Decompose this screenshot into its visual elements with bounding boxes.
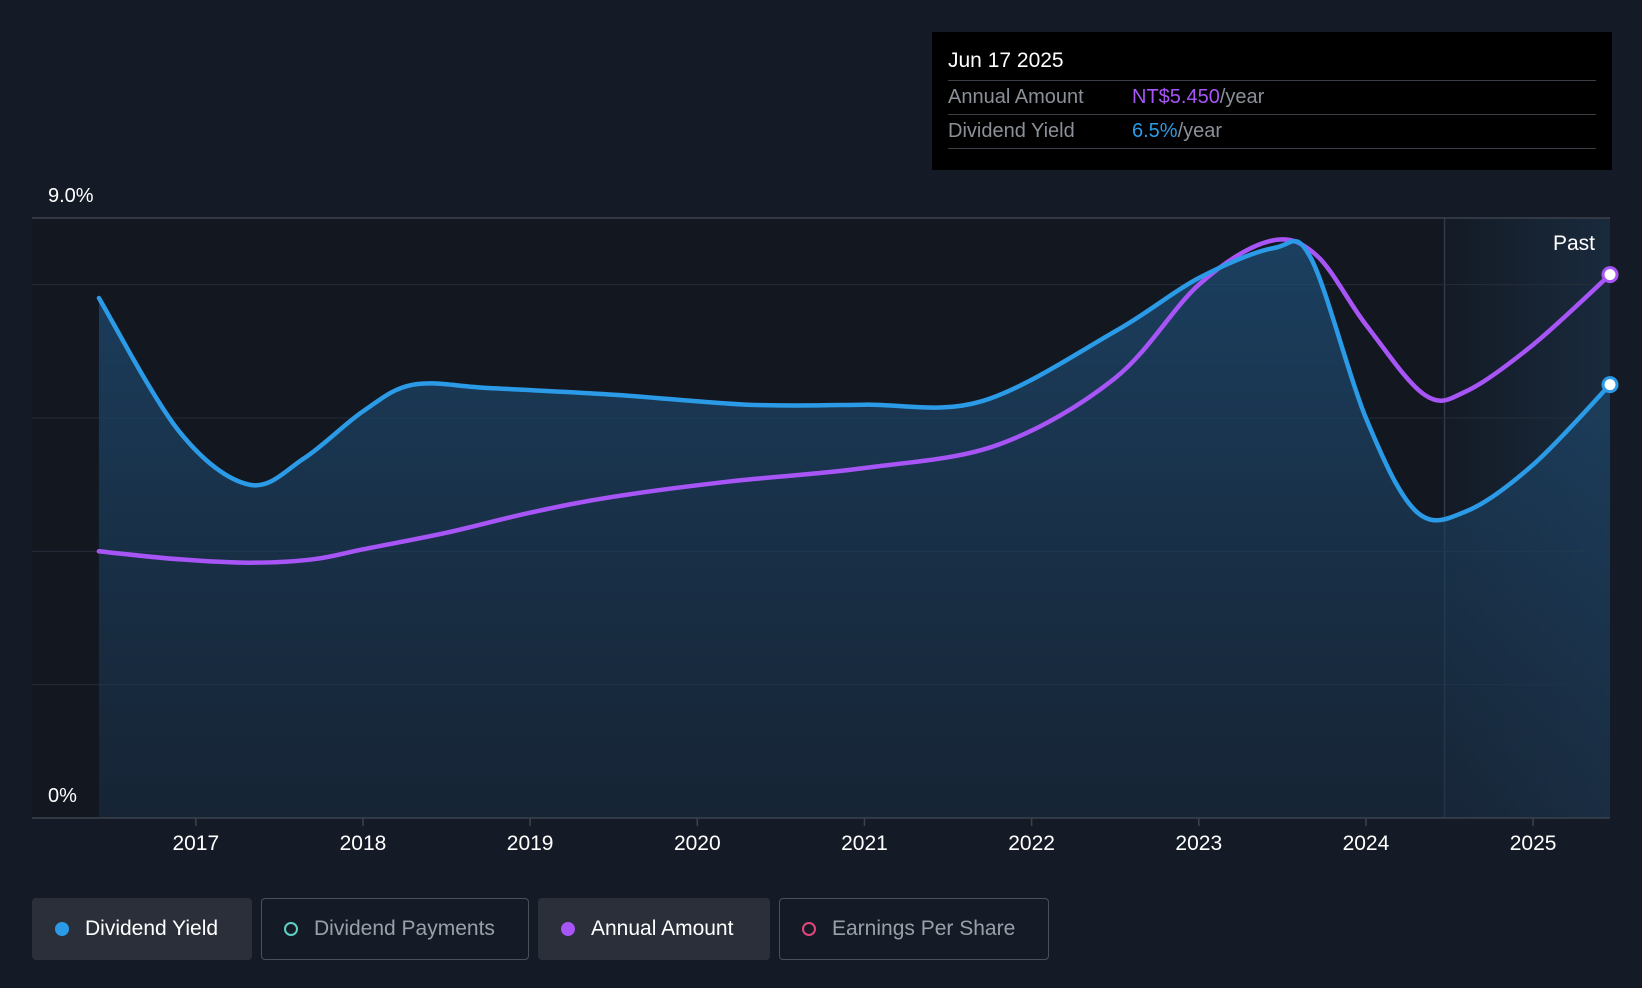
- tooltip-row-annual-amount: Annual Amount NT$5.450/year: [948, 81, 1596, 115]
- x-tick-label: 2024: [1343, 832, 1390, 855]
- dividend-yield-end-marker: [1601, 376, 1619, 394]
- legend-item-earnings-per-share[interactable]: Earnings Per Share: [779, 898, 1049, 960]
- legend-item-dividend-yield[interactable]: Dividend Yield: [32, 898, 252, 960]
- x-tick-label: 2022: [1008, 832, 1055, 855]
- legend-label: Earnings Per Share: [832, 917, 1016, 940]
- legend: Dividend Yield Dividend Payments Annual …: [32, 898, 1049, 960]
- tooltip-value-wrap: NT$5.450/year: [1132, 81, 1264, 114]
- legend-item-dividend-payments[interactable]: Dividend Payments: [261, 898, 529, 960]
- x-tick-label: 2025: [1510, 832, 1557, 855]
- tooltip-row-dividend-yield: Dividend Yield 6.5%/year: [948, 115, 1596, 149]
- earnings-per-share-dot-icon: [802, 922, 816, 936]
- annual-amount-dot-icon: [561, 922, 575, 936]
- x-tick-label: 2021: [841, 832, 888, 855]
- legend-label: Dividend Yield: [85, 917, 219, 940]
- legend-item-annual-amount[interactable]: Annual Amount: [538, 898, 770, 960]
- x-tick-label: 2023: [1175, 832, 1222, 855]
- tooltip-value-wrap: 6.5%/year: [1132, 115, 1222, 148]
- annual-amount-end-marker: [1601, 266, 1619, 284]
- tooltip-date: Jun 17 2025: [948, 46, 1596, 81]
- legend-label: Annual Amount: [591, 917, 734, 940]
- annual-amount-line: [96, 237, 1613, 565]
- past-label: Past: [1553, 232, 1595, 255]
- dividend-payments-dot-icon: [284, 922, 298, 936]
- y-axis-bottom-label: 0%: [48, 785, 77, 807]
- x-tick-label: 2020: [674, 832, 721, 855]
- dividend-chart: 2017 2018 2019 2020 2021 2022 2023 2024 2025 9.0%…: [32, 185, 1619, 855]
- x-tick-label: 2019: [507, 832, 554, 855]
- x-tick-label: 2018: [340, 832, 387, 855]
- tooltip-label: Dividend Yield: [948, 120, 1075, 142]
- y-axis-top-label: 9.0%: [48, 185, 94, 207]
- tooltip-label: Annual Amount: [948, 86, 1084, 108]
- dividend-yield-dot-icon: [55, 922, 69, 936]
- tooltip: Jun 17 2025 Annual Amount NT$5.450/year …: [932, 32, 1612, 170]
- x-tick-label: 2017: [172, 832, 219, 855]
- tooltip-value: NT$5.450: [1132, 86, 1220, 108]
- tooltip-unit: /year: [1177, 120, 1223, 142]
- tooltip-value: 6.5%: [1132, 120, 1178, 142]
- dividend-yield-line: [96, 238, 1613, 523]
- legend-label: Dividend Payments: [314, 917, 495, 940]
- dividend-yield-area: [98, 241, 1610, 818]
- tooltip-unit: /year: [1219, 86, 1265, 108]
